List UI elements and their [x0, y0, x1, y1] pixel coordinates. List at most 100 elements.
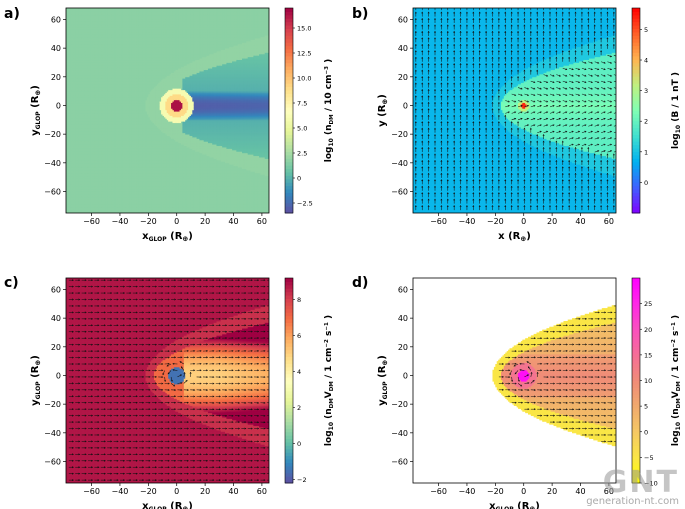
y-tick-label: 40 [51, 44, 61, 53]
x-tick-label: −40 [458, 487, 475, 496]
colorbar-tick-label: 20 [644, 326, 652, 334]
x-tick-label: 0 [174, 217, 179, 226]
colorbar-tick-label: 2 [297, 404, 301, 412]
colorbar-tick-label: −5 [644, 454, 654, 462]
colorbar-tick-label: −2 [297, 476, 307, 484]
colorbar-tick-label: 5 [644, 26, 648, 34]
x-tick-label: −60 [430, 217, 447, 226]
y-tick-label: 0 [56, 371, 61, 380]
colorbar-label: log10 (nDM / 10 cm−3 ) [324, 59, 335, 162]
colorbar-tick-label: 5.0 [297, 125, 307, 133]
y-tick-label: −40 [44, 159, 61, 168]
y-tick-label: 20 [398, 343, 408, 352]
heatmap-image [66, 278, 269, 483]
y-tick-label: −40 [391, 159, 408, 168]
x-tick-label: −20 [487, 217, 504, 226]
panel-label: c) [4, 275, 19, 291]
y-axis-label: y (R⊕) [377, 94, 389, 127]
x-tick-label: −40 [111, 487, 128, 496]
heatmap-image [413, 8, 616, 213]
colorbar-tick-label: 8 [297, 296, 301, 304]
x-tick-label: 40 [575, 487, 585, 496]
colorbar-tick-label: 10.0 [297, 75, 311, 83]
colorbar-tick-label: 0 [297, 440, 301, 448]
watermark: GNT generation-nt.com [586, 470, 679, 507]
colorbar-tick-label: 0 [297, 175, 301, 183]
panel-label: a) [4, 6, 20, 22]
colorbar-tick-label: 15 [644, 351, 652, 359]
colorbar-tick-label: −2.5 [297, 200, 313, 208]
y-tick-label: 60 [398, 285, 408, 294]
colorbar-tick-label: 25 [644, 300, 652, 308]
x-tick-label: 40 [575, 217, 585, 226]
x-tick-label: −40 [111, 217, 128, 226]
x-tick-label: −60 [83, 217, 100, 226]
panel-label: b) [352, 6, 368, 22]
x-tick-label: −20 [487, 487, 504, 496]
x-tick-label: 40 [228, 217, 238, 226]
x-tick-label: 20 [547, 487, 557, 496]
colorbar-tick-label: 2.5 [297, 150, 307, 158]
y-tick-label: 20 [51, 343, 61, 352]
x-tick-label: −20 [140, 217, 157, 226]
y-axis-label: yGLOP (R⊕) [377, 355, 389, 406]
x-tick-label: 0 [521, 217, 526, 226]
x-tick-label: 60 [604, 217, 614, 226]
y-tick-label: 0 [56, 101, 61, 110]
x-tick-label: −60 [430, 487, 447, 496]
y-tick-label: −60 [44, 187, 61, 196]
colorbar-tick-label: 3 [644, 87, 648, 95]
y-tick-label: −20 [391, 400, 408, 409]
colorbar-tick-label: 10 [644, 377, 652, 385]
x-tick-label: 40 [228, 487, 238, 496]
panel-a: −60 −40 −20 0 20 40 60 −60 −40 −20 0 20 40 60 xGLOP (R… [4, 6, 335, 243]
panel-label: d) [352, 275, 368, 291]
colorbar-tick-label: 0 [644, 179, 648, 187]
colorbar-tick-label: 12.5 [297, 50, 311, 58]
y-tick-label: 20 [51, 73, 61, 82]
x-axis-label: xGLOP (R⊕) [142, 231, 193, 243]
y-tick-label: −20 [44, 130, 61, 139]
colorbar-tick-label: 4 [297, 368, 301, 376]
y-tick-label: 40 [398, 44, 408, 53]
y-tick-label: 60 [51, 285, 61, 294]
y-tick-label: 40 [398, 314, 408, 323]
x-tick-label: 60 [257, 487, 267, 496]
y-tick-label: −60 [391, 187, 408, 196]
colorbar-label: log10 (B / 1 nT ) [671, 72, 682, 149]
y-tick-label: 40 [51, 314, 61, 323]
colorbar-tick-label: 6 [297, 332, 301, 340]
colorbar-tick-label: 0 [644, 428, 648, 436]
colorbar-tick-label: 1 [644, 148, 648, 156]
x-axis-label: x (R⊕) [498, 231, 531, 243]
x-tick-label: −20 [140, 487, 157, 496]
watermark-site: generation-nt.com [586, 496, 679, 507]
heatmap-image [492, 305, 616, 446]
y-tick-label: 20 [398, 73, 408, 82]
y-tick-label: 0 [403, 371, 408, 380]
x-tick-label: −40 [458, 217, 475, 226]
y-axis-label: yGLOP (R⊕) [30, 355, 42, 406]
y-tick-label: 60 [51, 15, 61, 24]
x-tick-label: 20 [547, 217, 557, 226]
y-tick-label: 60 [398, 15, 408, 24]
y-tick-label: −20 [44, 400, 61, 409]
x-axis-label: xGLOP (R⊕) [142, 501, 193, 509]
x-tick-label: −60 [83, 487, 100, 496]
heatmap-image [66, 8, 269, 213]
y-tick-label: 0 [403, 101, 408, 110]
x-tick-label: 60 [257, 217, 267, 226]
colorbar-tick-label: 7.5 [297, 100, 307, 108]
y-tick-label: −40 [44, 429, 61, 438]
x-tick-label: 20 [200, 217, 210, 226]
x-tick-label: 0 [521, 487, 526, 496]
y-tick-label: −20 [391, 130, 408, 139]
watermark-logo: GNT [586, 470, 679, 496]
y-tick-label: −60 [44, 457, 61, 466]
y-tick-label: −60 [391, 457, 408, 466]
colorbar-label: log10 (nDMVDM / 1 cm−2 s−1 ) [671, 315, 682, 446]
